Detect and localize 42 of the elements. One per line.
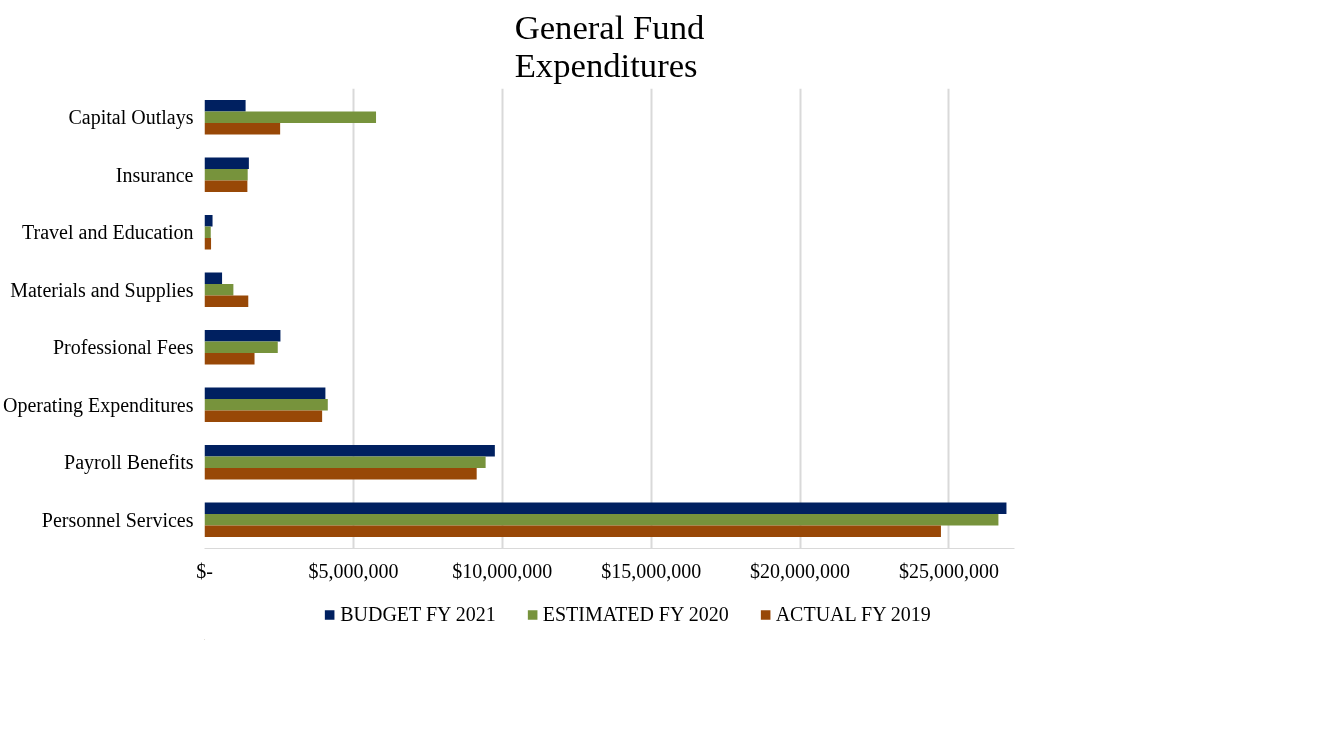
bar <box>204 180 248 192</box>
bar <box>204 111 377 123</box>
bar <box>204 330 281 342</box>
y-tick-label: Capital Outlays <box>68 106 194 130</box>
bar <box>204 215 213 227</box>
bar <box>204 238 212 250</box>
bar <box>204 445 495 457</box>
x-tick-label: $5,000,000 <box>308 559 399 582</box>
bar <box>204 387 326 399</box>
bar <box>204 226 211 238</box>
legend-label: ESTIMATED FY 2020 <box>542 602 729 626</box>
y-tick-label: Materials and Supplies <box>10 278 194 302</box>
bar <box>204 295 249 307</box>
bar <box>204 514 999 526</box>
bar <box>204 123 281 135</box>
bar <box>204 341 278 353</box>
legend-label: BUDGET FY 2021 <box>340 602 496 626</box>
y-tick-label: Personnel Services <box>41 508 194 531</box>
y-tick-label: Insurance <box>115 163 194 186</box>
legend-label: ACTUAL FY 2019 <box>775 602 931 626</box>
y-tick-label: Payroll Benefits <box>64 451 194 475</box>
x-tick-label: $- <box>196 559 213 582</box>
x-tick-label: $15,000,000 <box>601 559 702 582</box>
y-tick-label: Professional Fees <box>52 336 194 359</box>
x-tick-label: $20,000,000 <box>750 559 851 582</box>
bar <box>204 284 234 296</box>
bar <box>204 272 223 284</box>
bar <box>204 468 477 480</box>
bar <box>204 410 323 422</box>
bar <box>204 525 941 537</box>
y-tick-label: Operating Expenditures <box>3 393 194 417</box>
bar <box>204 456 486 468</box>
bar <box>204 399 328 411</box>
x-tick-label: $10,000,000 <box>452 559 553 582</box>
bar <box>204 502 1007 514</box>
bar <box>204 100 246 112</box>
y-tick-label: Travel and Education <box>22 221 194 244</box>
bar <box>204 169 248 181</box>
bar <box>204 353 255 365</box>
x-tick-label: $25,000,000 <box>898 559 999 582</box>
chart-title: General Fund Expenditures <box>514 7 705 84</box>
bar <box>204 157 249 169</box>
